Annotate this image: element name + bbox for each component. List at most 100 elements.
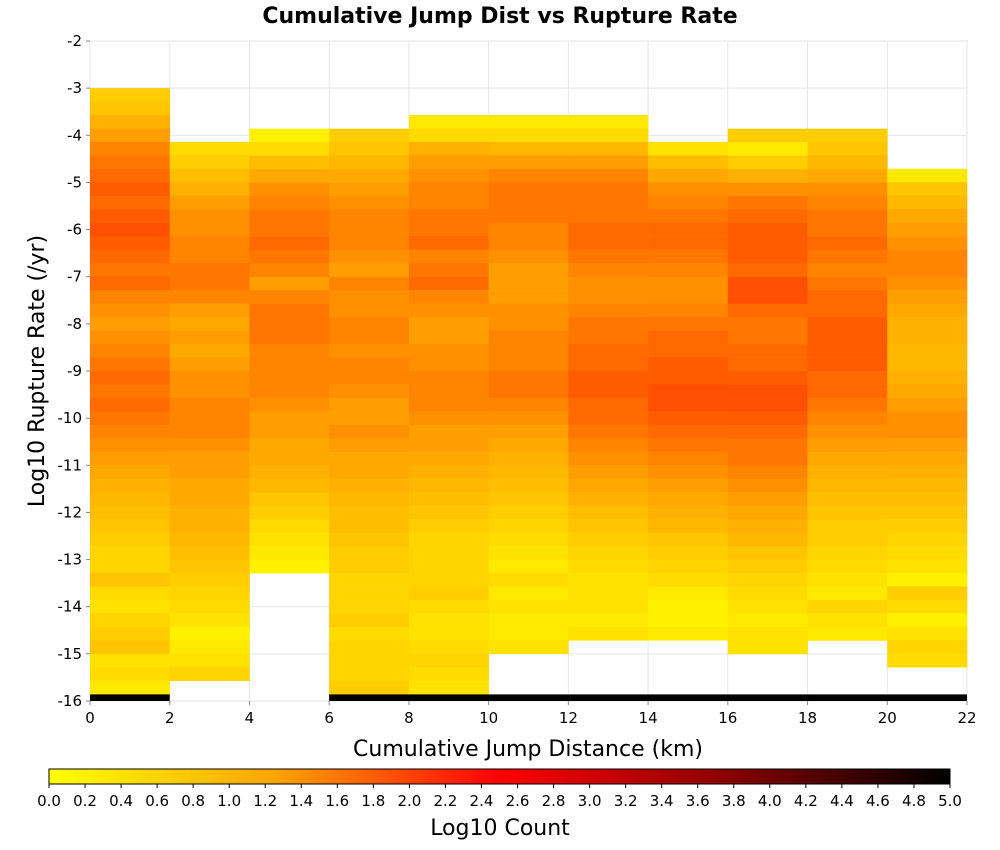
heatmap-cell (488, 263, 569, 277)
heatmap-cell (408, 276, 489, 291)
heatmap-cell (90, 384, 171, 399)
heatmap-cell (568, 532, 649, 547)
x-tick-label: 12 (559, 709, 578, 727)
heatmap-cell (807, 182, 888, 197)
heatmap-cell (488, 599, 569, 614)
heatmap-cell (90, 142, 171, 156)
heatmap-cell (488, 209, 569, 224)
heatmap-cell (887, 289, 968, 304)
heatmap-cell (169, 411, 250, 426)
heatmap-cell (648, 195, 729, 210)
heatmap-cell (329, 384, 410, 399)
heatmap-cell (408, 640, 489, 655)
heatmap-cell (329, 613, 410, 628)
heatmap-cell (329, 532, 410, 547)
heatmap-cell (807, 505, 888, 520)
heatmap-cell (249, 303, 330, 318)
heatmap-cell (568, 317, 649, 331)
heatmap-cell (807, 411, 888, 426)
heatmap-cell (329, 169, 410, 183)
heatmap-cell (488, 626, 569, 641)
heatmap-cell (249, 411, 330, 426)
heatmap-cell (807, 613, 888, 628)
heatmap-cell (727, 586, 808, 601)
x-tick-label: 22 (957, 709, 976, 727)
heatmap-cell (727, 330, 808, 345)
heatmap-cell (887, 357, 968, 372)
heatmap-cell (169, 155, 250, 170)
heatmap-cell (488, 128, 569, 143)
heatmap-cell (568, 626, 649, 641)
heatmap-cell (249, 276, 330, 291)
x-tick-label: 0 (85, 709, 95, 727)
heatmap-cell (488, 411, 569, 426)
heatmap-cell (887, 518, 968, 533)
heatmap-cell (169, 572, 250, 587)
heatmap-cell (488, 519, 569, 533)
heatmap-cell (807, 424, 888, 439)
heatmap-cell (408, 519, 489, 533)
heatmap-cell (648, 451, 729, 466)
heatmap-cell (807, 478, 888, 493)
colorbar-tick-label: 5.0 (938, 792, 962, 810)
y-tick-label: -4 (67, 126, 82, 144)
colorbar-tick-label: 2.0 (397, 792, 421, 810)
heatmap-cell (249, 398, 330, 412)
heatmap-cell (249, 128, 330, 143)
heatmap-cell (169, 599, 250, 614)
heatmap-cell (727, 478, 808, 493)
y-tick-label: -7 (67, 268, 82, 286)
heatmap-cell (408, 680, 489, 695)
y-tick-label: -14 (58, 598, 83, 616)
heatmap-cell (887, 465, 968, 479)
heatmap-cell (488, 424, 569, 439)
heatmap-cell (648, 505, 729, 520)
heatmap-cell (727, 613, 808, 628)
heatmap-cell (408, 451, 489, 466)
heatmap-cell (169, 168, 250, 183)
x-tick-label: 14 (639, 709, 658, 727)
heatmap-cell (887, 182, 968, 196)
heatmap-cell (648, 626, 729, 641)
heatmap-cell (329, 492, 410, 507)
heatmap-cell (249, 505, 330, 520)
heatmap-cell (648, 141, 729, 156)
heatmap-cell (648, 532, 729, 547)
heatmap-cell (408, 128, 489, 143)
heatmap-cell (408, 599, 489, 614)
heatmap-cell (249, 532, 330, 547)
heatmap-cell (727, 263, 808, 278)
x-axis-label: Cumulative Jump Distance (km) (353, 737, 703, 762)
heatmap-cell (568, 438, 649, 453)
heatmap-cell (568, 397, 649, 412)
heatmap-cell (887, 330, 968, 345)
colorbar-tick-label: 2.4 (470, 792, 494, 810)
y-tick-label: -6 (67, 221, 82, 239)
heatmap-cell (568, 155, 649, 170)
heatmap-cell (568, 411, 649, 426)
heatmap-cell (727, 303, 808, 318)
heatmap-cell (807, 330, 888, 345)
heatmap-cell (408, 613, 489, 628)
heatmap-cell (488, 222, 569, 237)
heatmap-cell (169, 559, 250, 574)
heatmap-cell (887, 451, 968, 466)
heatmap-cell (727, 169, 808, 183)
heatmap-cell (408, 532, 489, 547)
heatmap-cell (169, 545, 250, 560)
heatmap-cell (90, 115, 171, 129)
heatmap-cell (648, 599, 729, 614)
colorbar-label: Log10 Count (430, 816, 570, 841)
heatmap-cell (488, 115, 569, 129)
heatmap-cell (648, 384, 729, 399)
heatmap-cell (169, 492, 250, 506)
heatmap-cell (488, 384, 569, 399)
heatmap-cell (488, 532, 569, 547)
heatmap-cell (329, 290, 410, 305)
heatmap-cell (169, 343, 250, 358)
heatmap-cell (807, 142, 888, 156)
heatmap-cell (90, 424, 171, 439)
heatmap-cell (408, 559, 489, 574)
heatmap-cell (329, 465, 410, 480)
